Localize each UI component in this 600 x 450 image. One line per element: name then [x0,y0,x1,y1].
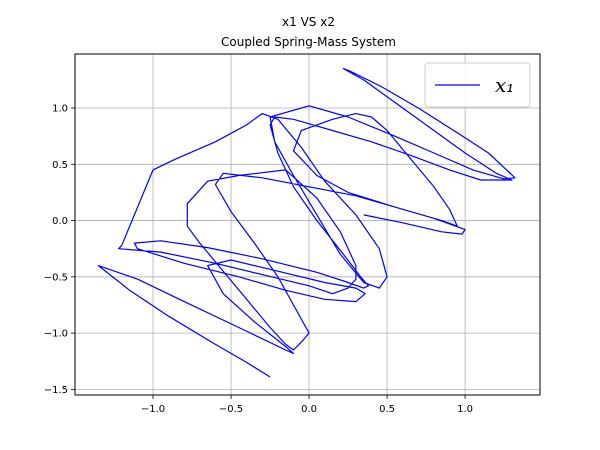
series-line-x1 [97,67,516,378]
legend: x₁ [424,62,531,108]
y-tick-label: 0.5 [52,160,68,171]
grid [75,54,540,395]
x-tick-label: −1.0 [141,404,165,415]
y-tick-label: 0.0 [52,216,68,227]
y-tick-label: −0.5 [44,272,68,283]
legend-label-x1: x₁ [495,73,514,97]
x-tick-label: 0.5 [379,404,395,415]
y-tick-label: −1.5 [44,385,68,396]
x-tick-label: 0.0 [301,404,317,415]
chart-subtitle: Coupled Spring-Mass System [221,35,396,49]
plot-frame [74,53,541,396]
chart-title: x1 VS x2 [282,15,335,29]
axis-ticks: −1.0 −0.5 0.0 0.5 1.0 −1.5 −1.0 −0.5 0.0 0.5 1.0 [44,104,473,415]
x-tick-label: 1.0 [457,404,473,415]
y-tick-label: −1.0 [44,329,68,340]
y-tick-label: 1.0 [52,104,68,115]
series-layer [97,67,516,378]
x-tick-label: −0.5 [219,404,243,415]
